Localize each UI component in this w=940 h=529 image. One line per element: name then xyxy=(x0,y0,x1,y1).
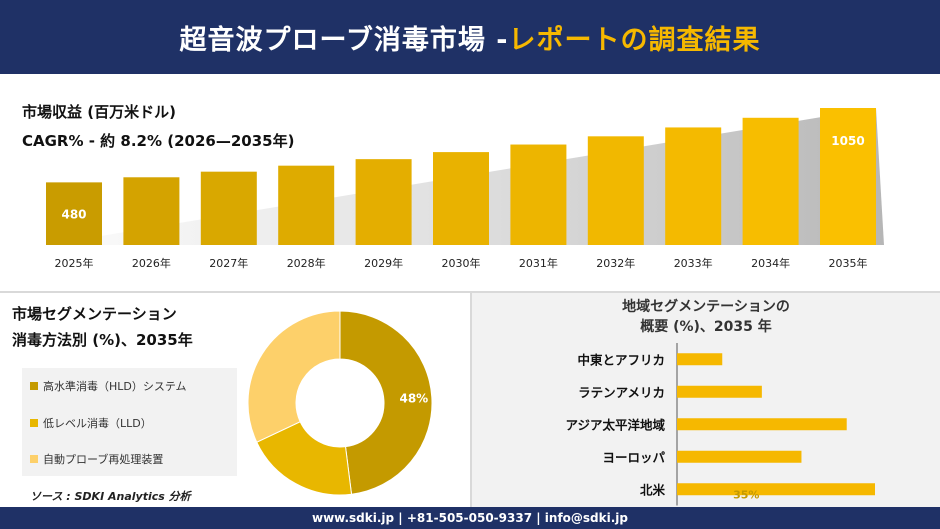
bar-2029年 xyxy=(355,159,412,245)
x-tick-label: 2025年 xyxy=(55,256,94,270)
cagr-label: CAGR% - 約 8.2% (2026—2035年) xyxy=(22,132,295,150)
x-tick-label: 2029年 xyxy=(364,256,403,270)
legend-swatch xyxy=(30,455,38,463)
region-label: 北米 xyxy=(640,482,666,497)
title-main: 超音波プローブ消毒市場 - xyxy=(179,24,509,56)
region-label: ヨーロッパ xyxy=(602,450,665,465)
revenue-label: 市場収益 (百万米ドル) xyxy=(22,103,176,121)
region-bar-4 xyxy=(677,483,875,496)
market-revenue-panel: 2025年 480 2026年 2027年 2028年 2029年 2030年 2031年 20… xyxy=(0,74,940,291)
vertical-divider xyxy=(470,293,472,507)
method-donut-chart: 48% xyxy=(247,310,433,496)
revenue-bar-chart: 2025年 480 2026年 2027年 2028年 2029年 2030年 2031年 20… xyxy=(46,108,884,270)
title-highlight: レポートの調査結果 xyxy=(508,24,761,56)
source-note: ソース : SDKI Analytics 分析 xyxy=(30,490,191,503)
segment-title-line2: 消毒方法別 (%)、2035年 xyxy=(12,331,193,349)
horizontal-divider xyxy=(0,291,940,293)
bar-data-label: 480 xyxy=(61,208,86,222)
legend-label: 自動プローブ再処理装置 xyxy=(43,453,164,466)
bar-2027年 xyxy=(200,171,257,245)
region-label: ラテンアメリカ xyxy=(578,385,665,400)
legend-swatch xyxy=(30,382,38,390)
region-label: アジア太平洋地域 xyxy=(565,417,665,432)
donut-slice-2 xyxy=(247,310,341,443)
contact-info: www.sdki.jp | +81-505-050-9337 | info@sd… xyxy=(311,511,628,525)
bar-2025年 xyxy=(46,182,102,245)
donut-legend xyxy=(22,368,237,476)
region-bar-0 xyxy=(677,353,723,366)
region-bar-1 xyxy=(677,385,762,398)
bar-2033年 xyxy=(665,127,722,245)
legend-item-lld: 低レベル消毒（LLD） xyxy=(30,415,152,431)
legend-label: 高水準消毒（HLD）システム xyxy=(43,380,187,393)
legend-item-hld: 高水準消毒（HLD）システム xyxy=(30,378,187,394)
x-tick-label: 2035年 xyxy=(829,256,868,270)
bar-2034年 xyxy=(742,117,799,245)
bar-2032年 xyxy=(587,136,644,245)
region-bar-2 xyxy=(677,418,847,431)
region-data-label: 35% xyxy=(733,488,759,501)
region-label: 中東とアフリカ xyxy=(577,352,665,367)
footer-bar: www.sdki.jp | +81-505-050-9337 | info@sd… xyxy=(0,507,940,529)
x-tick-label: 2026年 xyxy=(132,256,171,270)
region-title-line1: 地域セグメンテーションの xyxy=(622,299,790,315)
donut-slice-0 xyxy=(339,310,433,495)
x-tick-label: 2034年 xyxy=(751,256,790,270)
x-tick-label: 2028年 xyxy=(287,256,326,270)
bar-2030年 xyxy=(433,152,489,245)
segmentation-panel: 市場セグメンテーション 消毒方法別 (%)、2035年 高水準消毒（HLD）シス… xyxy=(0,293,470,507)
donut-data-label: 48% xyxy=(399,391,428,405)
region-title: 地域セグメンテーションの 概要 (%)、2035 年 xyxy=(472,297,940,337)
report-header: 超音波プローブ消毒市場 -レポートの調査結果 xyxy=(0,0,940,74)
page-title: 超音波プローブ消毒市場 -レポートの調査結果 xyxy=(180,18,761,57)
region-bar-3 xyxy=(677,450,802,463)
x-tick-label: 2030年 xyxy=(442,256,481,270)
bar-2031年 xyxy=(510,144,567,245)
region-title-line2: 概要 (%)、2035 年 xyxy=(640,319,772,335)
legend-label: 低レベル消毒（LLD） xyxy=(43,417,152,430)
bar-2035年 xyxy=(820,108,876,245)
region-panel: 地域セグメンテーションの 概要 (%)、2035 年 中東とアフリカ ラテンアメリ… xyxy=(472,293,940,507)
x-tick-label: 2032年 xyxy=(596,256,635,270)
x-tick-label: 2033年 xyxy=(674,256,713,270)
x-tick-label: 2027年 xyxy=(209,256,248,270)
bar-2026年 xyxy=(123,177,180,245)
legend-item-automated: 自動プローブ再処理装置 xyxy=(30,451,163,467)
bar-data-label: 1050 xyxy=(831,134,864,148)
x-tick-label: 2031年 xyxy=(519,256,558,270)
legend-swatch xyxy=(30,419,38,427)
bar-2028年 xyxy=(278,165,335,245)
segment-title-line1: 市場セグメンテーション xyxy=(12,305,177,323)
